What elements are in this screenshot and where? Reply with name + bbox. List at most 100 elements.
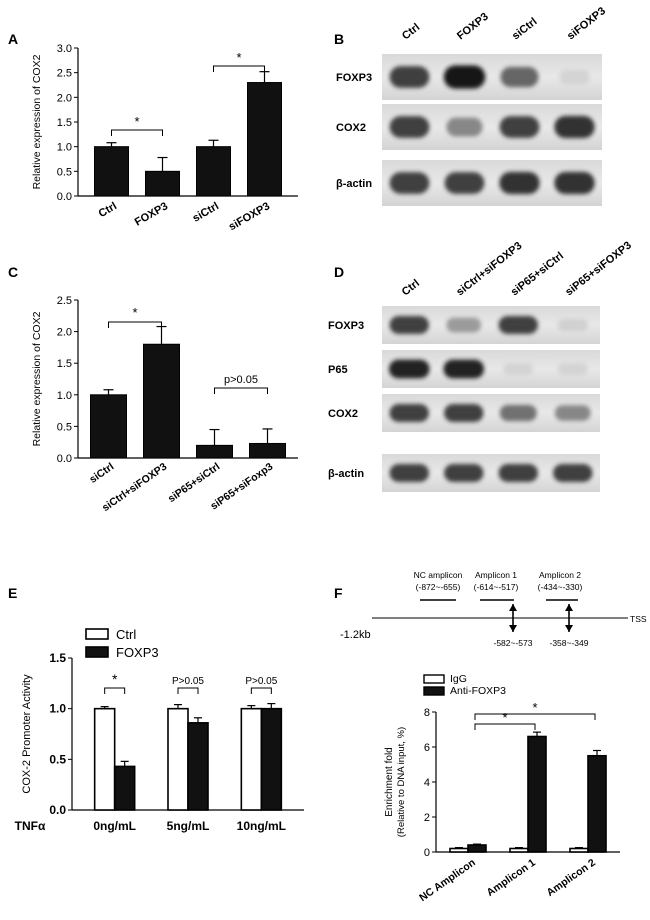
blot-band <box>498 316 538 334</box>
significance-bracket <box>108 321 162 328</box>
y-tick-label: 2.5 <box>57 68 72 80</box>
bar <box>145 170 180 197</box>
legend-swatch <box>85 628 109 640</box>
blot-band <box>499 171 540 195</box>
significance-bracket <box>111 129 163 136</box>
y-tick-label: 4 <box>424 777 430 789</box>
category-label: Amplicon 2 <box>544 857 597 899</box>
category-label: 0ng/mL <box>93 819 136 833</box>
blot-row-label: β-actin <box>328 468 364 480</box>
blot-row-label: β-actin <box>336 178 372 190</box>
lane-label: siP65+siFOXP3 <box>563 239 634 298</box>
category-label: siCtrl <box>87 461 116 486</box>
blot-band <box>557 319 588 331</box>
blot-band <box>388 359 430 379</box>
blot-band <box>500 66 539 88</box>
binding-site-arrow-up <box>509 604 517 611</box>
y-tick-label: 2 <box>424 812 430 824</box>
binding-site-arrow-up <box>565 604 573 611</box>
binding-site-arrow-down <box>509 625 517 632</box>
category-label: FOXP3 <box>133 200 170 228</box>
blot-band <box>446 117 483 137</box>
significance-label: * <box>532 700 537 715</box>
blot-band <box>557 363 588 375</box>
significance-bracket <box>214 387 268 394</box>
blot-row-label: COX2 <box>328 408 358 420</box>
blot-band <box>389 116 430 138</box>
category-label: 10ng/mL <box>237 819 286 833</box>
blot-band <box>389 316 429 334</box>
y-tick-label: 1.0 <box>49 702 66 716</box>
category-label: Amplicon 1 <box>484 857 537 899</box>
significance-label: P>0.05 <box>172 676 204 687</box>
blot-band <box>444 404 484 422</box>
y-tick-label: 0 <box>424 847 430 859</box>
significance-label: * <box>112 671 118 687</box>
bar <box>449 847 469 853</box>
blot-band <box>389 172 430 194</box>
blot-band <box>389 66 430 88</box>
y-axis-label: Relative expression of COX2 <box>31 311 43 446</box>
bar <box>90 394 127 459</box>
legend-label: Ctrl <box>116 627 136 642</box>
lane-label: siFOXP3 <box>565 5 608 42</box>
legend-label: FOXP3 <box>116 645 159 660</box>
y-tick-label: 0.0 <box>49 803 66 817</box>
bar <box>167 707 189 811</box>
y-axis-label: Relative expression of COX2 <box>31 54 43 189</box>
y-tick-label: 0.5 <box>49 752 66 766</box>
significance-label: * <box>236 50 241 65</box>
lane-label: Ctrl <box>400 21 422 42</box>
category-label: Ctrl <box>97 200 119 220</box>
blot-band <box>444 464 484 482</box>
significance-label: * <box>502 710 507 725</box>
bar <box>196 146 231 197</box>
blot-row-label: FOXP3 <box>336 72 372 84</box>
binding-site-arrow-down <box>565 625 573 632</box>
y-tick-label: 2.0 <box>57 327 72 339</box>
blot-band <box>554 405 591 421</box>
y-tick-label: 1.5 <box>57 117 72 129</box>
blot-row-label: FOXP3 <box>328 320 364 332</box>
y-tick-label: 2.5 <box>57 295 72 307</box>
significance-bracket <box>474 723 536 730</box>
legend-label: Anti-FOXP3 <box>450 685 506 697</box>
category-label: siFOXP3 <box>227 200 272 233</box>
bar <box>260 707 283 811</box>
y-tick-label: 3.0 <box>57 43 72 55</box>
promoter-start-label: -1.2kb <box>340 629 371 641</box>
binding-site-label: -582~-573 <box>494 638 533 648</box>
significance-label: P>0.05 <box>245 676 277 687</box>
y-axis-label-secondary: (Relative to DNA input, %) <box>396 727 407 837</box>
blot-band <box>554 115 595 139</box>
bar <box>93 707 116 811</box>
bar <box>509 847 529 853</box>
lane-label: siCtrl <box>510 16 540 43</box>
significance-bracket <box>213 65 265 72</box>
y-tick-label: 6 <box>424 742 430 754</box>
blot-band <box>389 404 429 422</box>
bar <box>527 735 547 853</box>
y-axis-label: Enrichment fold <box>384 747 395 816</box>
blot-band <box>499 116 540 138</box>
bar <box>569 847 589 853</box>
y-tick-label: 0.0 <box>57 191 72 203</box>
bar <box>587 754 607 853</box>
panel-letter-c: C <box>8 264 18 280</box>
panel-a-bar-chart: 0.0 0.5 1.0 1.5 2.0 2.5 3.0 Relative expression… <box>31 43 298 233</box>
blot-band <box>444 172 485 194</box>
y-tick-label: 1.5 <box>49 651 66 665</box>
panel-letter-b: B <box>334 31 344 47</box>
bar <box>143 343 180 459</box>
y-tick-label: 1.5 <box>57 358 72 370</box>
blot-band <box>443 359 485 379</box>
panel-e-grouped-bar-chart: 0.0 0.5 1.0 1.5 COX-2 Promoter Activity 0ng/m… <box>15 627 304 833</box>
y-axis-label: COX-2 Promoter Activity <box>21 674 33 794</box>
lane-label: FOXP3 <box>455 11 491 43</box>
panel-f-promoter-map: -1.2kb TSS NC amplicon (-872~-655) Amplicon … <box>340 570 647 648</box>
amplicon-range: (-872~-655) <box>416 582 461 592</box>
y-tick-label: 1.0 <box>57 390 72 402</box>
bar <box>249 442 286 459</box>
